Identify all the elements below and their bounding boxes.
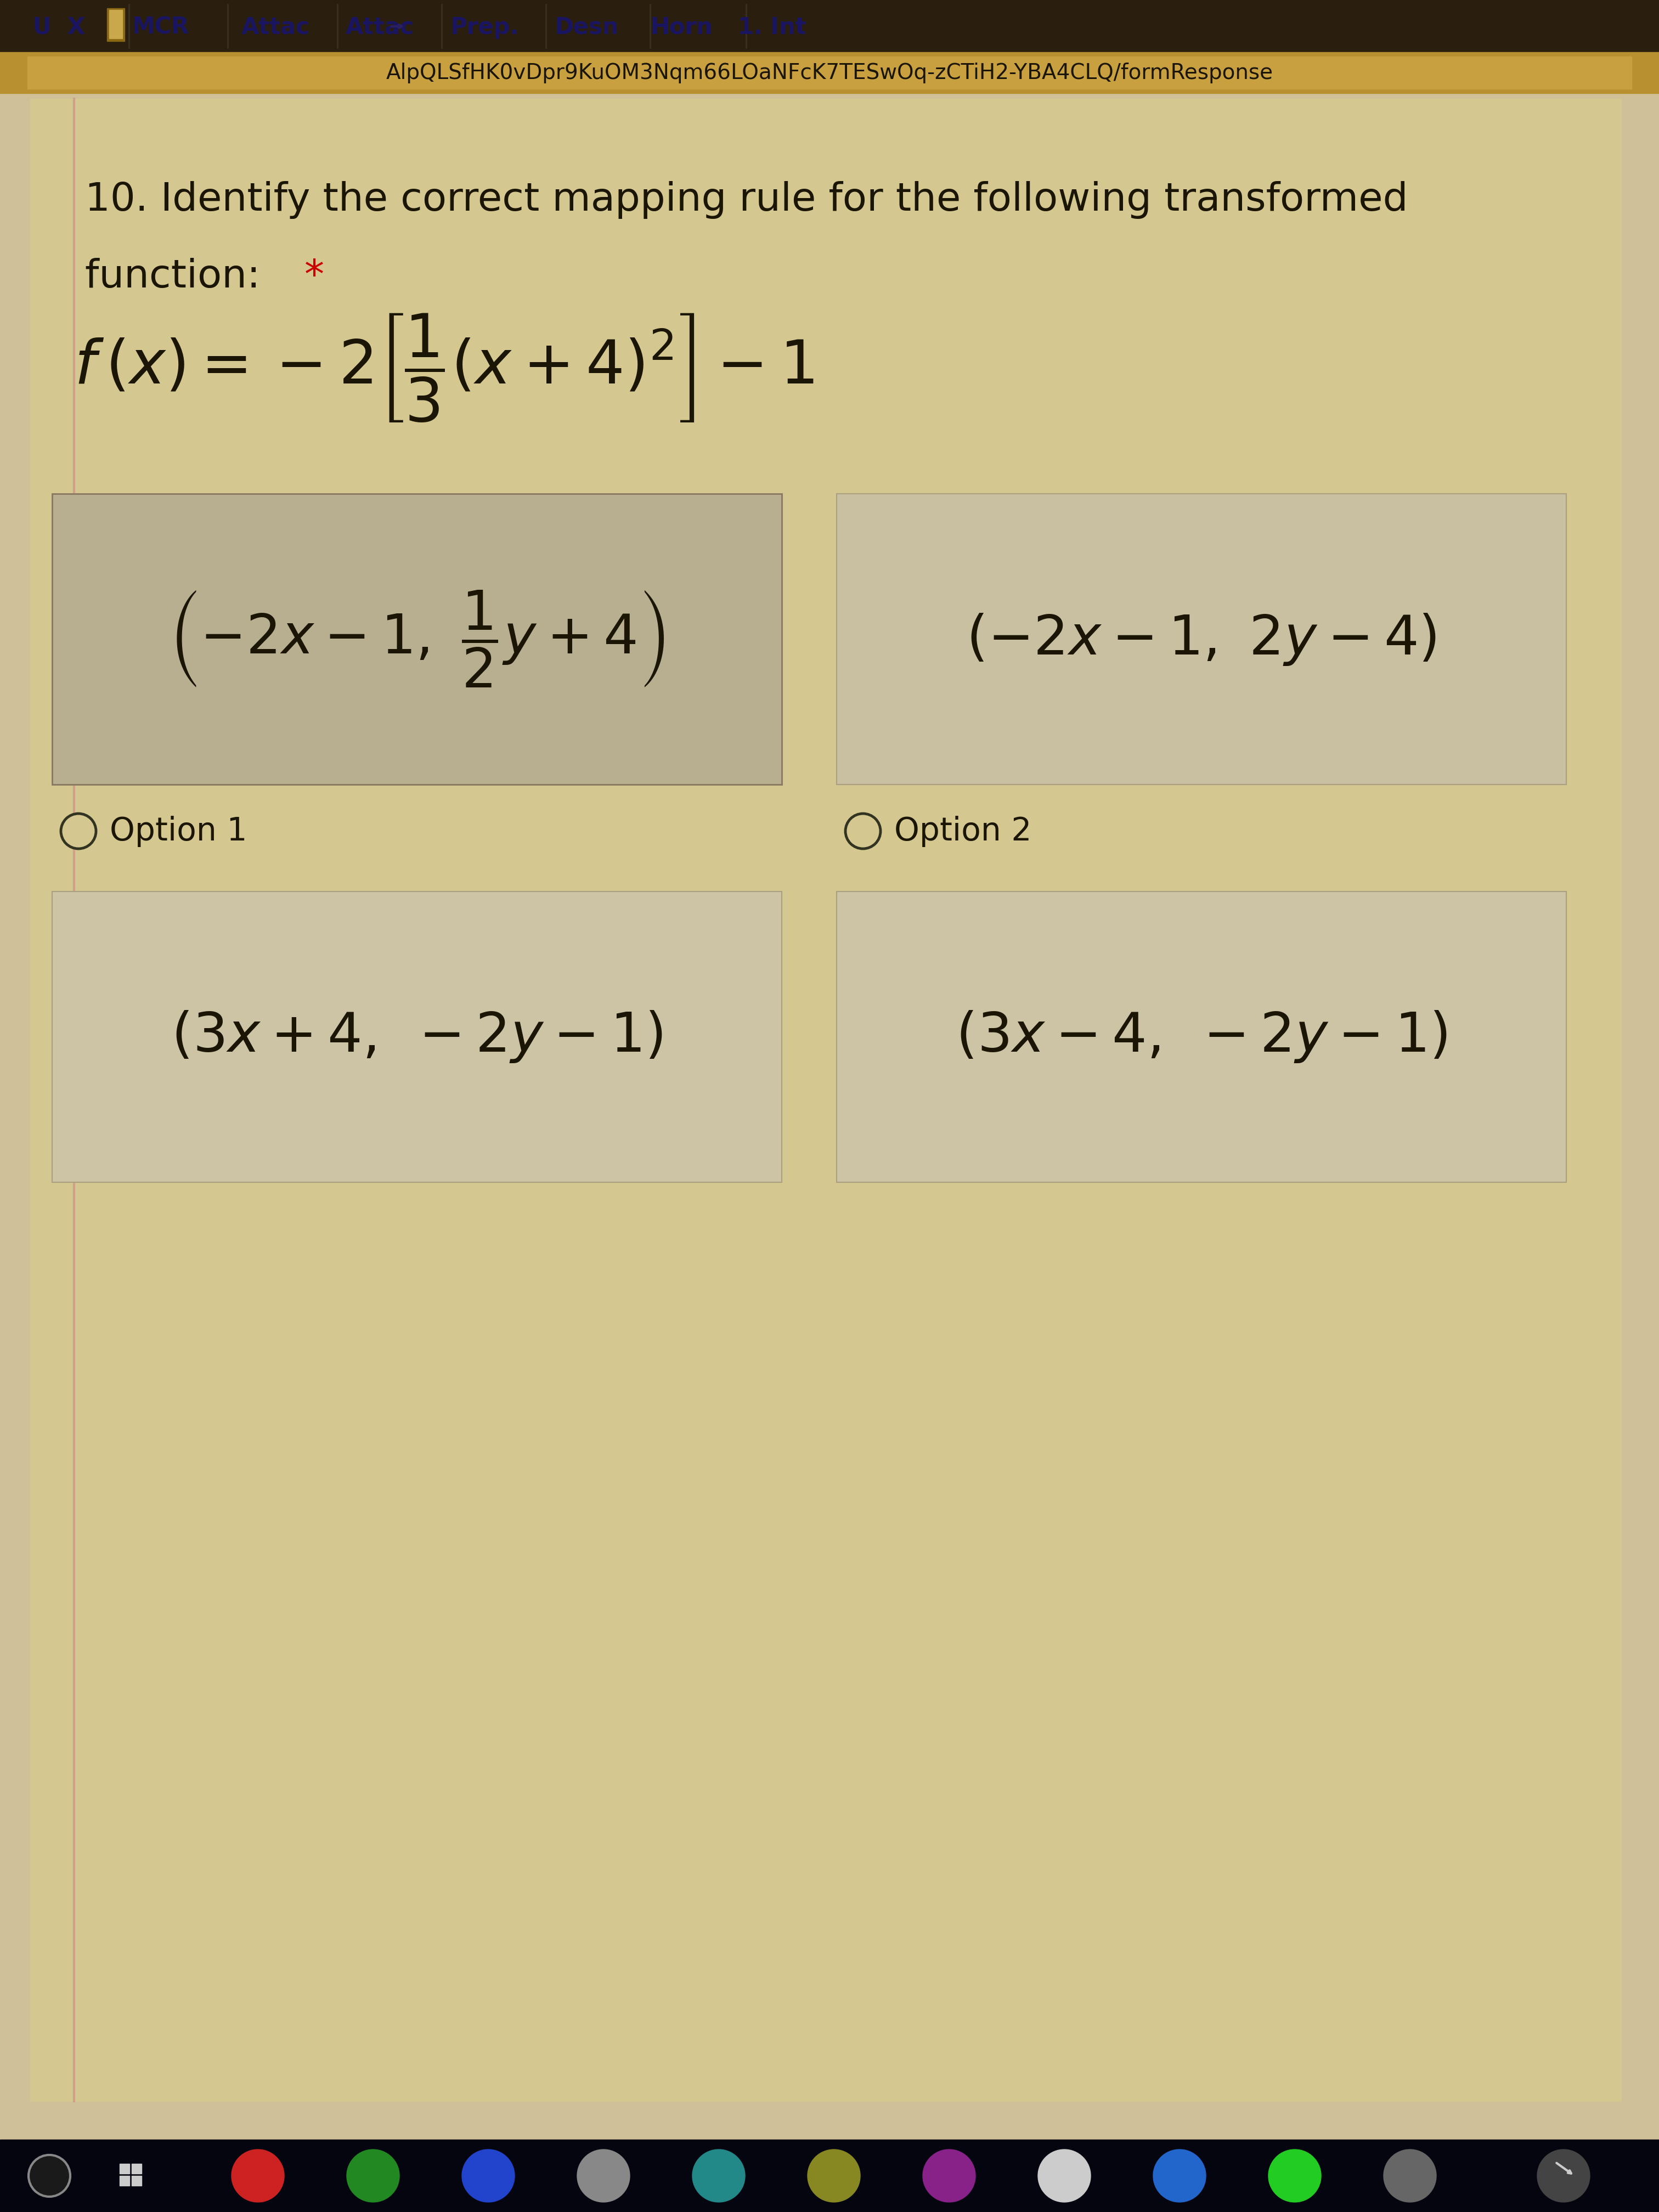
Bar <box>836 891 1566 1181</box>
Bar <box>51 891 781 1181</box>
Text: $(3x - 4,\ -2y - 1)$: $(3x - 4,\ -2y - 1)$ <box>956 1009 1447 1064</box>
Text: Option 2: Option 2 <box>894 816 1032 847</box>
Circle shape <box>1039 2150 1090 2203</box>
Circle shape <box>1153 2150 1206 2203</box>
Circle shape <box>692 2150 745 2203</box>
Text: MCR: MCR <box>131 15 189 40</box>
Text: Attac: Attac <box>345 15 415 40</box>
Text: Option 1: Option 1 <box>109 816 247 847</box>
Bar <box>0 2139 1659 2212</box>
Text: Attac: Attac <box>242 15 310 40</box>
Circle shape <box>28 2154 70 2197</box>
Text: Prep.: Prep. <box>450 15 519 40</box>
Bar <box>51 493 781 785</box>
Bar <box>0 53 1659 93</box>
Text: Desn: Desn <box>554 15 619 40</box>
Text: *: * <box>305 259 324 296</box>
Text: Horn: Horn <box>650 15 712 40</box>
Circle shape <box>61 814 96 849</box>
Bar <box>131 2177 141 2185</box>
Bar <box>119 2177 129 2185</box>
Circle shape <box>232 2150 284 2203</box>
Text: $(3x + 4,\ -2y - 1)$: $(3x + 4,\ -2y - 1)$ <box>171 1009 664 1064</box>
Circle shape <box>577 2150 630 2203</box>
Bar <box>0 0 1659 53</box>
Text: $\left(-2x - 1,\ \dfrac{1}{2}y + 4\right)$: $\left(-2x - 1,\ \dfrac{1}{2}y + 4\right… <box>169 588 665 690</box>
Text: 1. Int: 1. Int <box>738 15 806 40</box>
Text: 10. Identify the correct mapping rule for the following transformed: 10. Identify the correct mapping rule fo… <box>85 181 1408 219</box>
Text: $(-2x - 1,\ 2y - 4)$: $(-2x - 1,\ 2y - 4)$ <box>966 611 1437 666</box>
Bar <box>836 493 1566 785</box>
Text: function:: function: <box>85 259 272 296</box>
Circle shape <box>1269 2150 1321 2203</box>
Circle shape <box>461 2150 514 2203</box>
Circle shape <box>808 2150 861 2203</box>
Circle shape <box>1538 2150 1589 2203</box>
Text: AlpQLSfHK0vDpr9KuOM3Nqm66LOaNFcK7TESwOq-zCTiH2-YBA4CLQ/formResponse: AlpQLSfHK0vDpr9KuOM3Nqm66LOaNFcK7TESwOq-… <box>387 62 1272 84</box>
Text: $f\,(x) = -2\left[\dfrac{1}{3}(x+4)^{2}\right] - 1$: $f\,(x) = -2\left[\dfrac{1}{3}(x+4)^{2}\… <box>75 312 815 422</box>
Bar <box>28 58 1631 88</box>
Circle shape <box>347 2150 400 2203</box>
Text: U  X: U X <box>33 15 85 40</box>
Circle shape <box>922 2150 975 2203</box>
Bar <box>131 2163 141 2174</box>
Bar <box>106 9 124 42</box>
Circle shape <box>1384 2150 1437 2203</box>
Bar <box>109 9 123 38</box>
Circle shape <box>846 814 881 849</box>
Bar <box>119 2163 129 2174</box>
